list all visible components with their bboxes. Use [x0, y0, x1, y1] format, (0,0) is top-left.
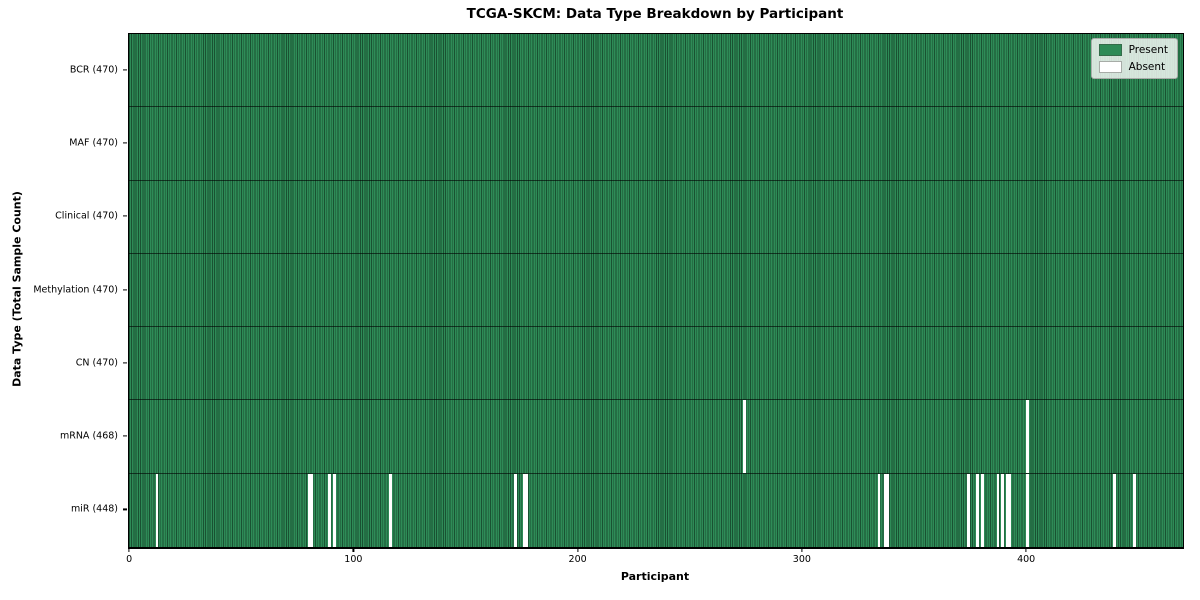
- absent-cell: [1025, 473, 1029, 547]
- y-tick-label: Clinical (470): [55, 210, 118, 222]
- absent-cell: [525, 473, 529, 547]
- legend-label-present: Present: [1128, 44, 1168, 56]
- absent-cell: [1133, 473, 1137, 547]
- legend: Present Absent: [1090, 38, 1178, 79]
- heatmap-row-cn: [129, 327, 1183, 401]
- absent-cell: [308, 473, 311, 547]
- heatmap-row-clinical: [129, 180, 1183, 254]
- y-tick-mark: [123, 362, 127, 364]
- absent-cell: [996, 473, 1000, 547]
- absent-cell: [1001, 473, 1004, 547]
- absent-cell: [1025, 400, 1029, 473]
- absent-cell: [884, 473, 888, 547]
- x-axis-label: Participant: [620, 570, 690, 583]
- x-tick-label: 400: [1017, 554, 1036, 565]
- x-tick-label: 300: [792, 554, 811, 565]
- absent-cell: [523, 473, 527, 547]
- x-tick-mark: [128, 548, 130, 552]
- plot-area: Present Absent: [128, 33, 1184, 549]
- x-tick-label: 200: [568, 554, 587, 565]
- y-tick-label: mRNA (468): [59, 430, 118, 442]
- legend-item-absent: Absent: [1098, 61, 1168, 73]
- absent-cell: [388, 473, 392, 547]
- absent-swatch-icon: [1098, 61, 1122, 73]
- absent-cell: [1113, 473, 1116, 547]
- x-tick-mark: [577, 548, 579, 552]
- absent-cell: [1007, 473, 1011, 547]
- x-tick-mark: [352, 548, 354, 552]
- absent-cell: [980, 473, 984, 547]
- y-tick-mark: [123, 435, 127, 437]
- heatmap-row-methylation: [129, 253, 1183, 328]
- heatmap-row-maf: [129, 107, 1183, 181]
- x-tick-mark: [801, 548, 803, 552]
- absent-cell: [155, 473, 159, 547]
- absent-cell: [332, 473, 336, 547]
- heatmap-row-mrna: [129, 400, 1183, 474]
- y-tick-mark: [123, 142, 127, 144]
- heatmap-row-mir: [129, 473, 1183, 547]
- y-tick-label: miR (448): [70, 503, 118, 515]
- x-tick-label: 0: [126, 554, 133, 565]
- x-tick-label: 100: [344, 554, 363, 565]
- y-tick-mark: [123, 215, 127, 217]
- heatmap-row-bcr: [129, 34, 1183, 108]
- y-tick-label: MAF (470): [69, 137, 118, 149]
- absent-cell: [310, 473, 314, 547]
- absent-cell: [877, 473, 881, 547]
- legend-label-absent: Absent: [1128, 61, 1166, 73]
- y-tick-label: Methylation (470): [33, 284, 118, 295]
- absent-cell: [967, 473, 971, 547]
- absent-cell: [328, 473, 332, 547]
- y-tick-mark: [123, 508, 127, 510]
- legend-item-present: Present: [1098, 44, 1168, 56]
- chart-title: TCGA-SKCM: Data Type Breakdown by Partic…: [466, 6, 844, 22]
- y-tick-mark: [123, 69, 127, 71]
- x-tick-mark: [1025, 548, 1027, 552]
- y-tick-label: CN (470): [75, 357, 118, 369]
- y-tick-label: BCR (470): [69, 64, 118, 76]
- absent-cell: [1005, 473, 1009, 547]
- present-swatch-icon: [1098, 44, 1122, 56]
- y-tick-mark: [123, 288, 127, 291]
- absent-cell: [886, 473, 890, 547]
- absent-cell: [514, 473, 518, 547]
- absent-cell: [976, 473, 980, 547]
- absent-cell: [743, 400, 746, 473]
